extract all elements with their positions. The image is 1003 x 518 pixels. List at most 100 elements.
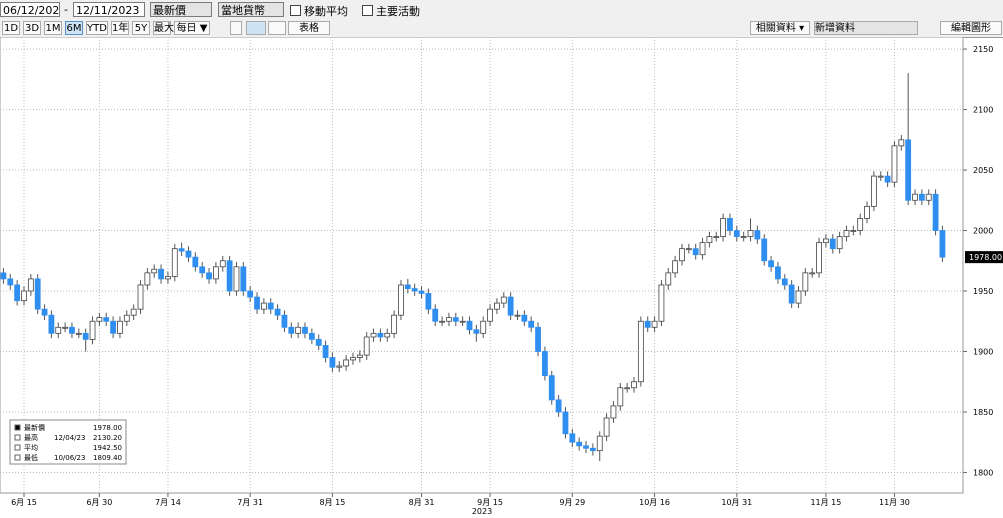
blank-button[interactable] (230, 21, 242, 35)
start-date[interactable]: 06/12/2023 (0, 2, 60, 17)
period-button[interactable]: 1D (2, 21, 20, 35)
candle-body (0, 272, 7, 280)
candle-body (363, 336, 370, 356)
candle-body (857, 218, 864, 231)
candle-body (891, 145, 898, 183)
candle-body (432, 308, 439, 322)
label: 主要活動 (376, 5, 420, 18)
candle-body (247, 290, 254, 298)
candle-body (829, 238, 836, 250)
candle-body (171, 248, 178, 277)
x-tick-label: 10月 31 (721, 498, 752, 507)
candle-body (884, 175, 891, 183)
candle-body (439, 320, 445, 323)
table-button[interactable]: 表格 (288, 21, 330, 35)
candle-body (775, 266, 781, 280)
legend-value: 2130.20 (93, 434, 122, 442)
y-tick-label: 1800 (973, 468, 993, 477)
period-button[interactable]: YTD (86, 21, 108, 35)
candle-body (644, 320, 651, 328)
candle-body (535, 326, 541, 352)
candle-body (870, 175, 877, 207)
blank-button[interactable] (246, 21, 266, 35)
period-button[interactable]: 1M (44, 21, 62, 35)
candle-body (315, 338, 322, 346)
candle-body (583, 445, 589, 449)
candle-body (254, 296, 260, 310)
candle-body (322, 345, 329, 358)
price-field[interactable]: 最新價 (150, 2, 212, 17)
candle-body (637, 320, 644, 383)
candle-body (391, 314, 398, 334)
candle-body (356, 354, 363, 358)
candle-body (912, 193, 918, 201)
end-date[interactable]: 12/11/2023 (73, 2, 145, 17)
x-tick-label: 8月 15 (320, 498, 346, 507)
candle-body (487, 308, 493, 322)
candle-body (130, 308, 137, 316)
add-data[interactable]: 新增資料 (814, 21, 918, 35)
candle-body (165, 276, 171, 280)
currency[interactable]: 當地貨幣 (218, 2, 284, 17)
key-events[interactable]: 主要活動 (362, 3, 420, 19)
x-tick-label: 9月 15 (477, 498, 503, 507)
candle-body (411, 288, 418, 292)
legend-box (9, 419, 127, 465)
period-button[interactable]: 6M (65, 21, 83, 35)
candle-body (75, 332, 82, 335)
candle-body (192, 256, 199, 268)
candle-body (446, 317, 452, 322)
candle-body (82, 332, 89, 340)
candle-body (494, 302, 500, 310)
candle-body (569, 433, 576, 443)
period-button[interactable]: 5Y (132, 21, 150, 35)
candle-body (685, 248, 692, 251)
candle-body (103, 317, 110, 322)
candle-body (692, 248, 699, 256)
x-tick-label: 8月 31 (409, 498, 435, 507)
frequency[interactable]: 每日 ▼ (174, 21, 210, 35)
candle-body (7, 278, 14, 286)
x-tick-label: 6月 15 (11, 498, 37, 507)
last-price-label: 1978.00 (969, 253, 1002, 262)
blank-button[interactable] (268, 21, 286, 35)
period-button[interactable]: 1年 (111, 21, 129, 35)
y-tick-label: 1900 (973, 347, 993, 356)
candle-body (281, 314, 288, 328)
candle-body (267, 302, 274, 310)
candle-body (110, 320, 116, 334)
legend-value: 1809.40 (93, 454, 122, 462)
candle-body (185, 250, 192, 258)
candle-body (679, 248, 685, 262)
candle-body (802, 272, 809, 292)
period-button[interactable]: 最大 (153, 21, 174, 35)
year-label: 2023 (472, 507, 492, 516)
candle-body (343, 359, 350, 367)
legend-name: 平均 (24, 443, 38, 452)
legend-marker (14, 424, 21, 431)
candle-body (905, 139, 912, 201)
candle-body (727, 218, 733, 231)
candle-body (425, 293, 432, 310)
candle-body (925, 193, 932, 201)
candle-body (158, 268, 164, 280)
edit-chart[interactable]: 編輯圖形 (940, 21, 1002, 35)
legend: 最新價 1978.00 最高 12/04/23 2130.20 平均 1942.50 最低 10… (9, 419, 127, 465)
related-button[interactable]: 相關資料 ▾ (750, 21, 810, 35)
candle-body (864, 205, 870, 219)
candle-body (816, 242, 822, 274)
candle-body (233, 266, 240, 292)
toolbar: 06/12/2023 - 12/11/2023 最新價 當地貨幣 移動平均 主要… (0, 0, 1003, 20)
candle-body (21, 290, 27, 302)
candle-body (418, 290, 425, 294)
period-button[interactable]: 3D (23, 21, 41, 35)
candle-body (706, 236, 713, 244)
last-price-tag (965, 251, 1003, 264)
candle-body (96, 317, 103, 322)
candle-body (350, 357, 356, 361)
candle-body (55, 326, 62, 334)
moving-average[interactable]: 移動平均 (290, 3, 348, 19)
plot-frame (0, 37, 964, 494)
candle-body (631, 381, 637, 389)
candle-body (562, 411, 569, 435)
